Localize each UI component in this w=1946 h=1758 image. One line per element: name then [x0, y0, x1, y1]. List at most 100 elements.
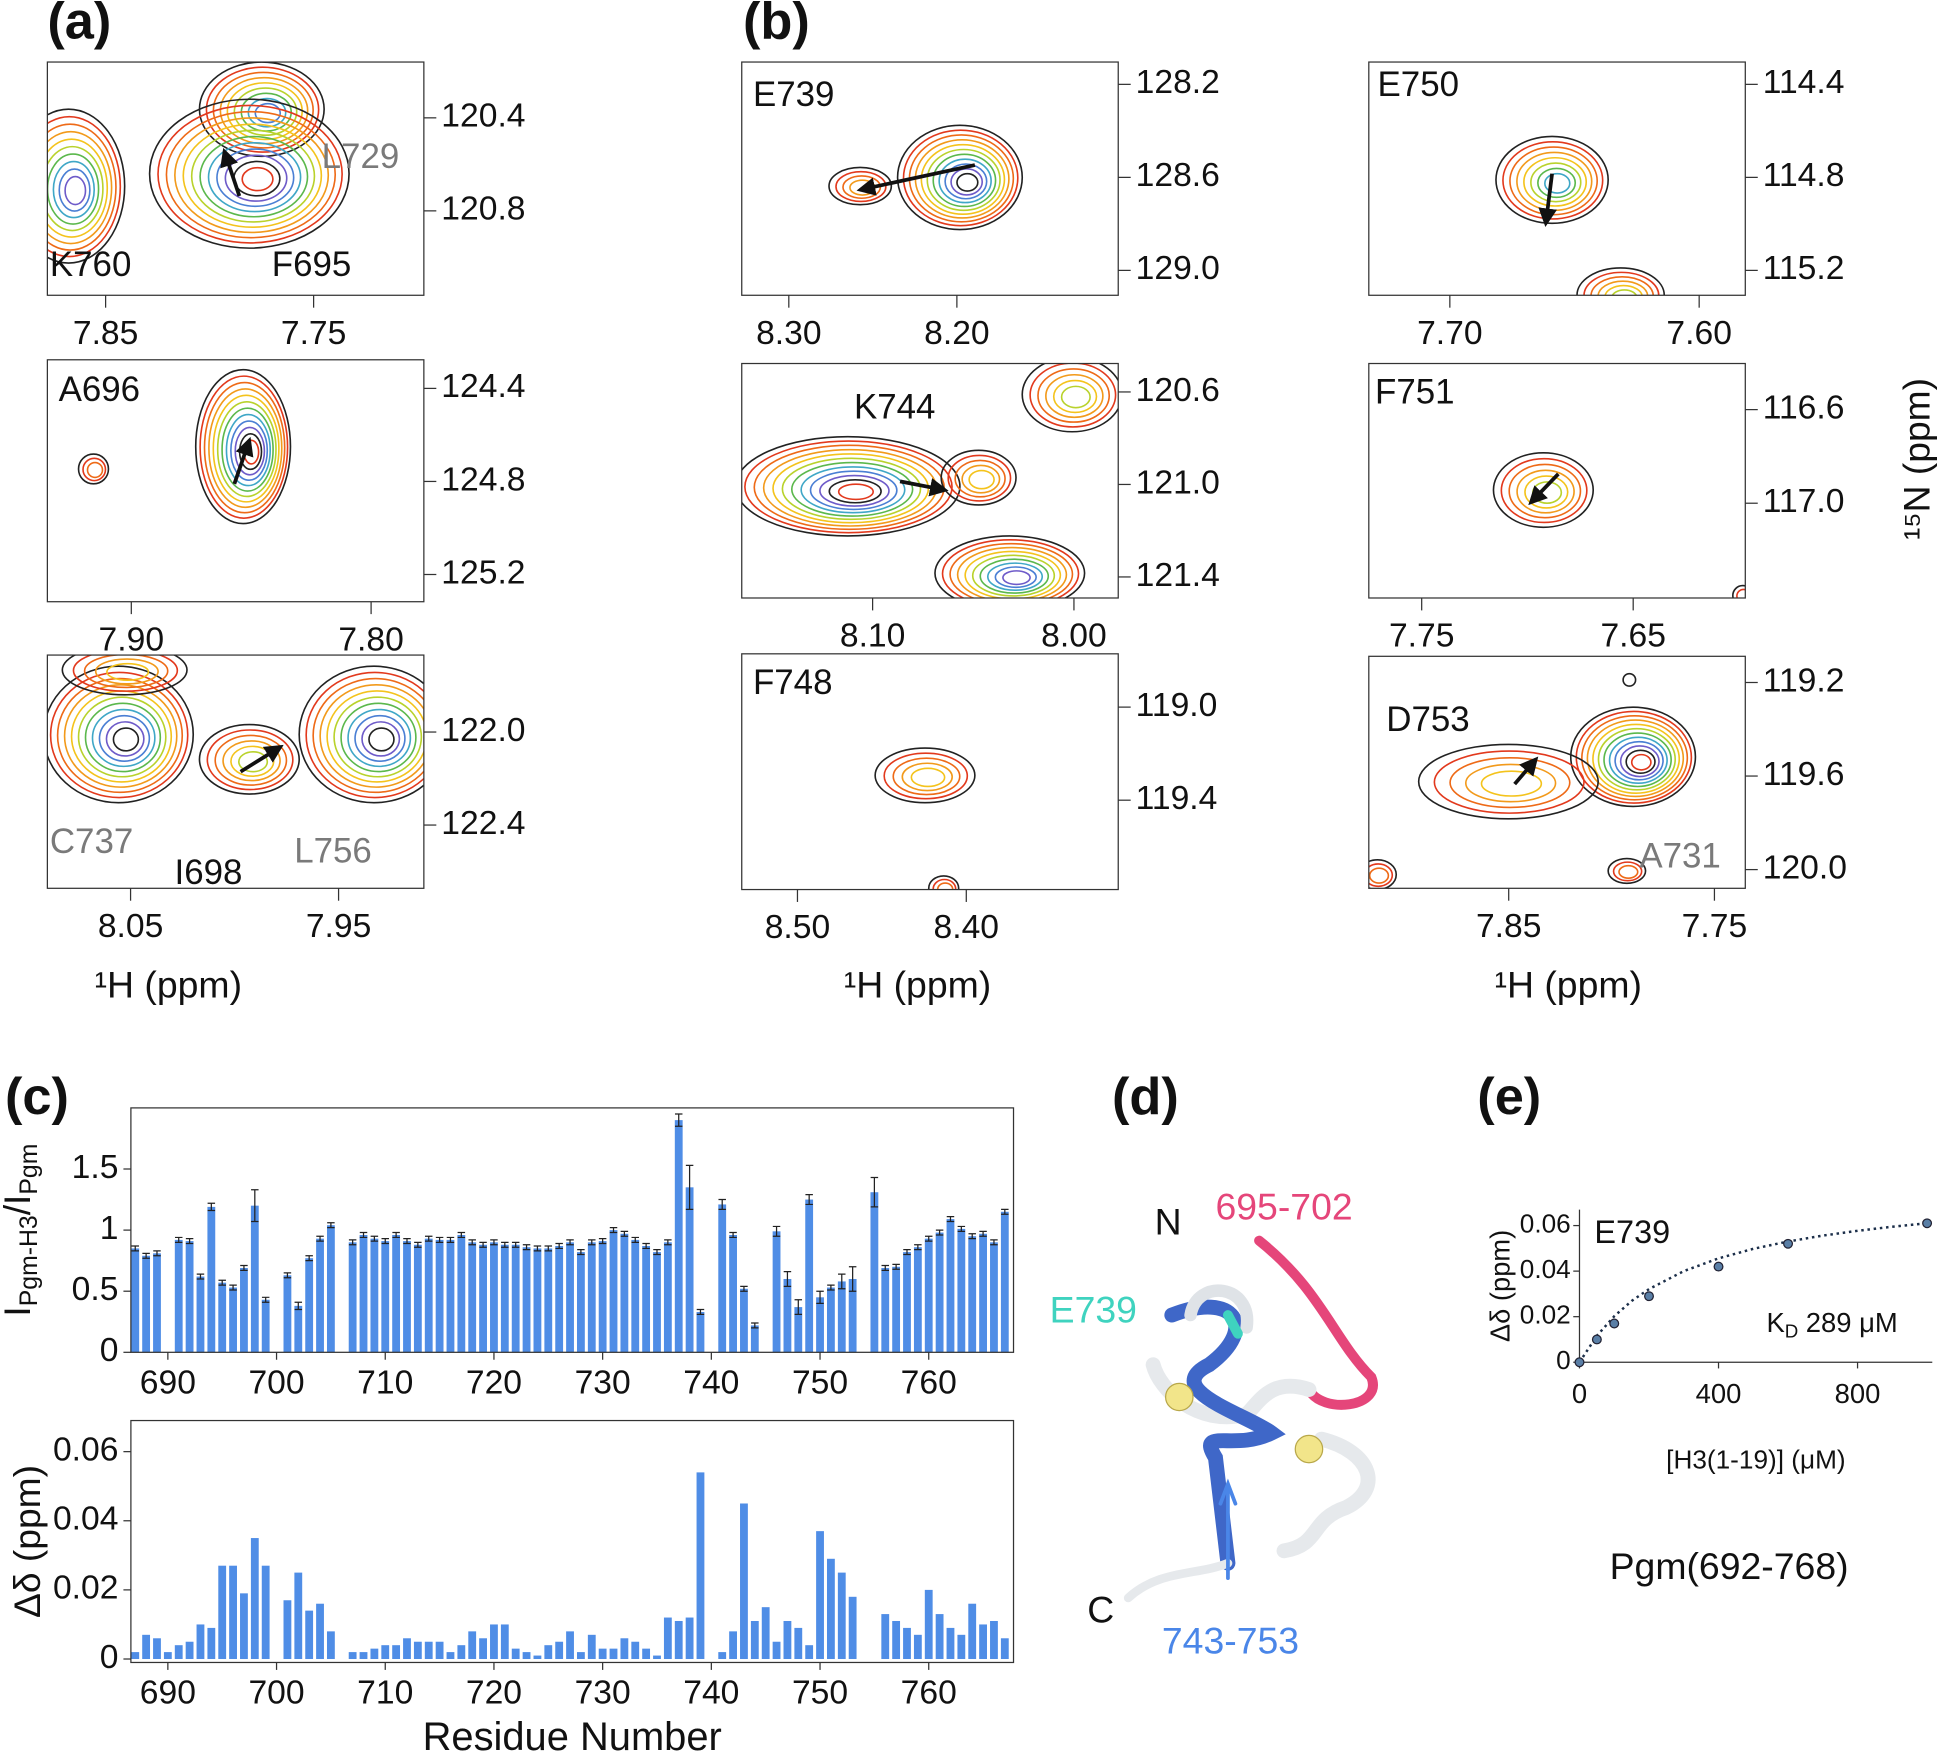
- y-tick-label: 0: [100, 1639, 119, 1676]
- error-bar: [827, 1284, 835, 1291]
- error-bar: [696, 1308, 705, 1316]
- contour: [340, 702, 417, 773]
- contour: [1417, 743, 1599, 820]
- bar: [174, 1645, 183, 1660]
- contour: [1622, 672, 1637, 687]
- contour: [199, 135, 309, 218]
- error-bar: [870, 1176, 879, 1208]
- bar: [957, 1228, 966, 1353]
- bar: [294, 1572, 303, 1660]
- contour: [800, 466, 906, 514]
- bar: [305, 1258, 314, 1353]
- contour: [190, 129, 316, 223]
- peak-label: F751: [1375, 373, 1455, 412]
- x-tick-label: 7.95: [306, 908, 371, 945]
- peak-label: L756: [294, 832, 372, 871]
- x-tick-label: 400: [1696, 1378, 1742, 1409]
- bar: [1000, 1211, 1009, 1353]
- x-tick-label: 7.75: [1682, 908, 1747, 945]
- bar: [403, 1241, 411, 1353]
- bar: [870, 1192, 879, 1353]
- contour: [305, 671, 424, 799]
- contour: [105, 721, 145, 757]
- contour: [1516, 469, 1575, 514]
- contour: [1537, 167, 1577, 199]
- panel-label: (a): [47, 0, 111, 51]
- x-tick-label: 7.60: [1666, 315, 1731, 352]
- contour: [934, 535, 1086, 598]
- error-bar: [533, 1245, 542, 1252]
- contour: [148, 98, 350, 249]
- contour: [1625, 749, 1656, 775]
- bar: [609, 1230, 618, 1353]
- error-bar: [946, 1216, 955, 1223]
- error-bar: [294, 1301, 303, 1311]
- bar: [381, 1241, 390, 1353]
- bar: [881, 1614, 890, 1660]
- bar: [142, 1634, 151, 1660]
- contour: [1604, 284, 1643, 296]
- kd-label: KD 289 μM: [1766, 1307, 1897, 1341]
- bar: [837, 1572, 846, 1660]
- contour: [312, 677, 424, 794]
- bar: [805, 1645, 814, 1660]
- bar: [207, 1206, 216, 1353]
- error-bar: [185, 1238, 194, 1245]
- x-axis-label: Residue Number: [423, 1715, 722, 1758]
- bar: [990, 1620, 998, 1660]
- peak-label: F748: [753, 663, 833, 702]
- x-axis-label: [H3(1-19)] (μM): [1666, 1444, 1845, 1474]
- contour: [902, 129, 1019, 227]
- error-bar: [620, 1230, 629, 1237]
- contour: [1021, 363, 1119, 433]
- error-bar: [142, 1252, 150, 1259]
- peak-label: C737: [50, 822, 133, 861]
- x-tick-label: 700: [248, 1675, 304, 1712]
- arrow: [239, 744, 284, 774]
- bar: [750, 1325, 759, 1353]
- contour: [333, 696, 423, 778]
- bar: [218, 1282, 227, 1353]
- bar: [413, 1244, 422, 1353]
- error-bar: [751, 1322, 759, 1329]
- contour: [1569, 706, 1697, 808]
- bar: [185, 1241, 194, 1353]
- error-bar: [740, 1285, 748, 1292]
- bar: [620, 1638, 629, 1660]
- bar: [468, 1242, 477, 1353]
- point: [1574, 1357, 1585, 1368]
- bar: [500, 1624, 509, 1660]
- contour: [47, 115, 122, 258]
- contour: [319, 683, 424, 788]
- bar: [924, 1589, 933, 1660]
- contour: [819, 474, 890, 507]
- contour: [1581, 714, 1689, 801]
- point: [1609, 1318, 1620, 1329]
- peak-label: I698: [175, 853, 243, 892]
- x-tick-label: 740: [683, 1675, 739, 1712]
- contour: [368, 727, 395, 752]
- y-tick-label: 116.6: [1763, 390, 1845, 427]
- contour: [1597, 727, 1677, 791]
- contour: [225, 413, 272, 487]
- contour: [956, 546, 1068, 598]
- contour: [47, 145, 104, 232]
- contours: [47, 62, 350, 264]
- y-tick-label: 0: [1556, 1345, 1571, 1375]
- contour: [1464, 763, 1557, 803]
- bar: [457, 1645, 466, 1660]
- x-tick-label: 7.65: [1600, 618, 1665, 655]
- x-tick-label: 740: [683, 1364, 739, 1401]
- plot-frame: [741, 61, 1119, 296]
- contour: [63, 683, 178, 788]
- x-tick-label: 7.85: [1476, 908, 1541, 945]
- contour: [1037, 368, 1111, 423]
- bar: [153, 1253, 161, 1353]
- bar: [1000, 1638, 1009, 1660]
- bar: [229, 1565, 237, 1660]
- x-tick-label: 730: [575, 1364, 631, 1401]
- structure: [1123, 1235, 1378, 1603]
- y-tick-label: 0.04: [1520, 1254, 1571, 1284]
- contour: [1433, 750, 1585, 814]
- contour: [326, 690, 424, 783]
